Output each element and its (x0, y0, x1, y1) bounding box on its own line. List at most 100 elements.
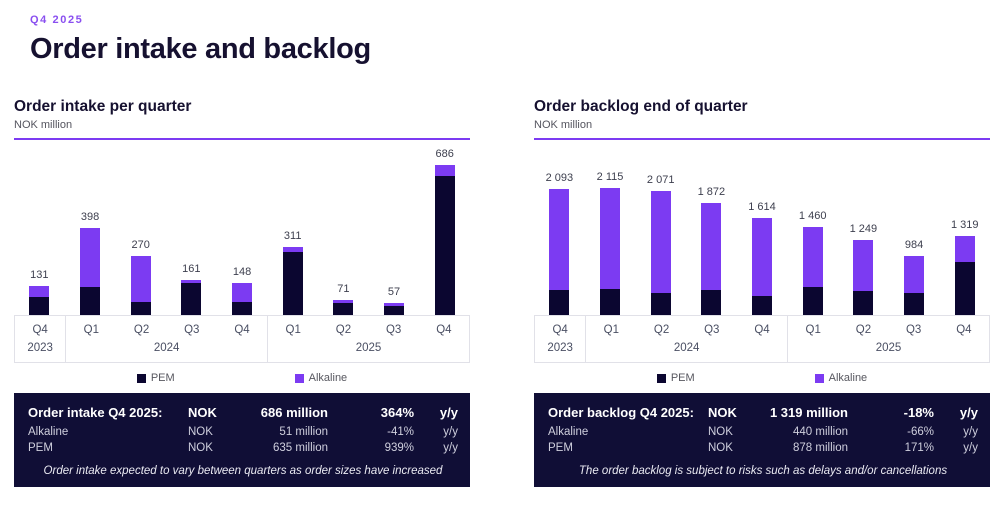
row-label: PEM (28, 442, 53, 454)
pct-label: 171% (904, 442, 934, 454)
value-label: 1 319 million (769, 405, 848, 420)
axis-quarter-label: Q4 (552, 324, 568, 336)
bar-slot: 1 614 (737, 201, 788, 315)
axis-year-group: Q4 2023 (535, 316, 585, 362)
bar-slot: 2 093 (534, 172, 585, 315)
bar-value-label: 984 (904, 238, 924, 251)
pem-segment (232, 301, 253, 315)
pem-segment (904, 292, 925, 315)
axis-year-label: 2023 (27, 342, 53, 354)
row-label: Alkaline (548, 426, 589, 438)
summary-table-row: Order backlog Q4 2025: NOK 1 319 million -1… (548, 403, 978, 422)
alkaline-segment (80, 228, 100, 287)
chart-title-order-intake: Order intake per quarter (14, 98, 192, 115)
order-intake-summary-panel: Order intake Q4 2025: NOK 686 million 364% y… (14, 393, 470, 487)
legend-swatch (294, 373, 304, 383)
bar-slot: 1 249 (838, 223, 889, 315)
axis-year-group: Q1 Q2 Q3 Q4 2025 (787, 316, 989, 362)
bar-slot: 2 115 (585, 171, 636, 315)
order-intake-section: Order intake per quarter NOK million 131… (14, 98, 470, 487)
order-backlog-legend: PEM Alkaline (534, 372, 990, 384)
row-label: PEM (548, 442, 573, 454)
pem-segment (434, 176, 455, 315)
order-intake-x-axis: Q4 2023 Q1 Q2 Q3 Q4 2024 Q1 Q2 Q3 Q4 2025 (14, 315, 470, 363)
axis-quarter-label: Q1 (805, 324, 821, 336)
summary-table-row: PEM NOK 878 million 171% y/y (548, 440, 978, 456)
axis-year-label: 2024 (673, 342, 700, 354)
axis-quarter-label: Q3 (385, 324, 402, 336)
pem-segment (701, 289, 722, 315)
axis-quarter-row: Q1 Q2 Q3 Q4 (268, 316, 469, 339)
axis-quarter-label: Q2 (133, 324, 150, 336)
currency-label: NOK (188, 405, 217, 420)
bar-value-label: 270 (131, 238, 150, 251)
order-backlog-section: Order backlog end of quarter NOK million… (534, 98, 990, 487)
yy-label: y/y (443, 442, 458, 454)
summary-table-row: Alkaline NOK 440 million -66% y/y (548, 424, 978, 440)
bar-value-label: 148 (232, 265, 252, 278)
value-label: 51 million (279, 426, 328, 438)
axis-quarter-label: Q4 (32, 324, 48, 336)
stacked-bar (549, 189, 570, 315)
pem-segment (384, 306, 405, 315)
footnote: Order intake expected to vary between qu… (43, 465, 443, 477)
pem-segment (549, 289, 570, 315)
axis-quarter-label: Q4 (754, 324, 770, 336)
yy-label: y/y (959, 405, 978, 420)
alkaline-segment (29, 286, 50, 297)
yy-label: y/y (963, 442, 978, 454)
yy-label: y/y (443, 426, 458, 438)
axis-quarter-label: Q4 (436, 324, 452, 336)
pem-segment (853, 290, 874, 315)
bar-slot: 161 (166, 263, 217, 315)
order-backlog-summary-panel: Order backlog Q4 2025: NOK 1 319 million -1… (534, 393, 990, 487)
purple-divider (534, 138, 990, 140)
pem-segment (130, 302, 151, 315)
axis-year-group: Q1 Q2 Q3 Q4 2024 (585, 316, 787, 362)
stacked-bar (333, 299, 354, 315)
bar-slot: 1 872 (686, 186, 737, 315)
pem-segment (80, 287, 100, 315)
order-backlog-x-axis: Q4 2023 Q1 Q2 Q3 Q4 2024 Q1 Q2 Q3 Q4 2025 (534, 315, 990, 363)
axis-year-label: 2024 (153, 342, 180, 354)
row-label: Order backlog Q4 2025: (548, 405, 694, 420)
legend-swatch (814, 373, 824, 383)
alkaline-segment (434, 165, 455, 177)
value-label: 686 million (260, 405, 328, 420)
axis-quarter-label: Q1 (83, 324, 99, 336)
legend-label: PEM (150, 372, 175, 384)
alkaline-segment (954, 235, 975, 263)
alkaline-segment (549, 189, 570, 290)
axis-year-group: Q1 Q2 Q3 Q4 2025 (267, 316, 469, 362)
chart-unit-label: NOK million (534, 119, 593, 131)
pem-segment (181, 283, 202, 315)
bar-value-label: 1 872 (697, 185, 726, 198)
bar-slot: 270 (115, 239, 166, 315)
legend-label: Alkaline (828, 372, 868, 384)
bar-value-label: 71 (337, 282, 350, 295)
currency-label: NOK (188, 442, 213, 454)
axis-quarter-label: Q1 (603, 324, 619, 336)
axis-year-label: 2025 (355, 342, 382, 354)
stacked-bar (384, 302, 405, 315)
alkaline-segment (384, 302, 405, 307)
stacked-bar (600, 188, 620, 315)
legend-item-alkaline: Alkaline (814, 372, 868, 384)
stacked-bar (701, 202, 722, 315)
summary-table-row: PEM NOK 635 million 939% y/y (28, 440, 458, 456)
order-intake-legend: PEM Alkaline (14, 372, 470, 384)
pem-segment (954, 262, 975, 315)
axis-year-label: 2025 (875, 342, 902, 354)
page-title: Order intake and backlog (30, 33, 371, 65)
value-label: 635 million (273, 442, 328, 454)
pct-label: -41% (387, 426, 414, 438)
legend-item-pem: PEM (656, 372, 695, 384)
axis-quarter-row: Q1 Q2 Q3 Q4 (788, 316, 989, 339)
alkaline-segment (701, 202, 722, 290)
bar-slot: 311 (267, 230, 318, 315)
bar-value-label: 1 614 (748, 201, 776, 213)
axis-quarter-label: Q3 (905, 324, 922, 336)
stacked-bar (80, 228, 100, 315)
bar-slot: 686 (419, 148, 470, 315)
bar-value-label: 311 (283, 230, 302, 243)
